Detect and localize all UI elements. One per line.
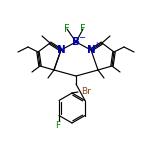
Text: Br: Br: [81, 88, 91, 97]
Text: +: +: [93, 41, 100, 50]
Text: F: F: [80, 24, 86, 34]
Text: N: N: [87, 45, 95, 55]
Text: F: F: [64, 24, 70, 34]
Text: −: −: [78, 33, 85, 42]
Text: F: F: [55, 121, 61, 130]
Text: N: N: [57, 45, 65, 55]
Text: B: B: [72, 37, 80, 47]
